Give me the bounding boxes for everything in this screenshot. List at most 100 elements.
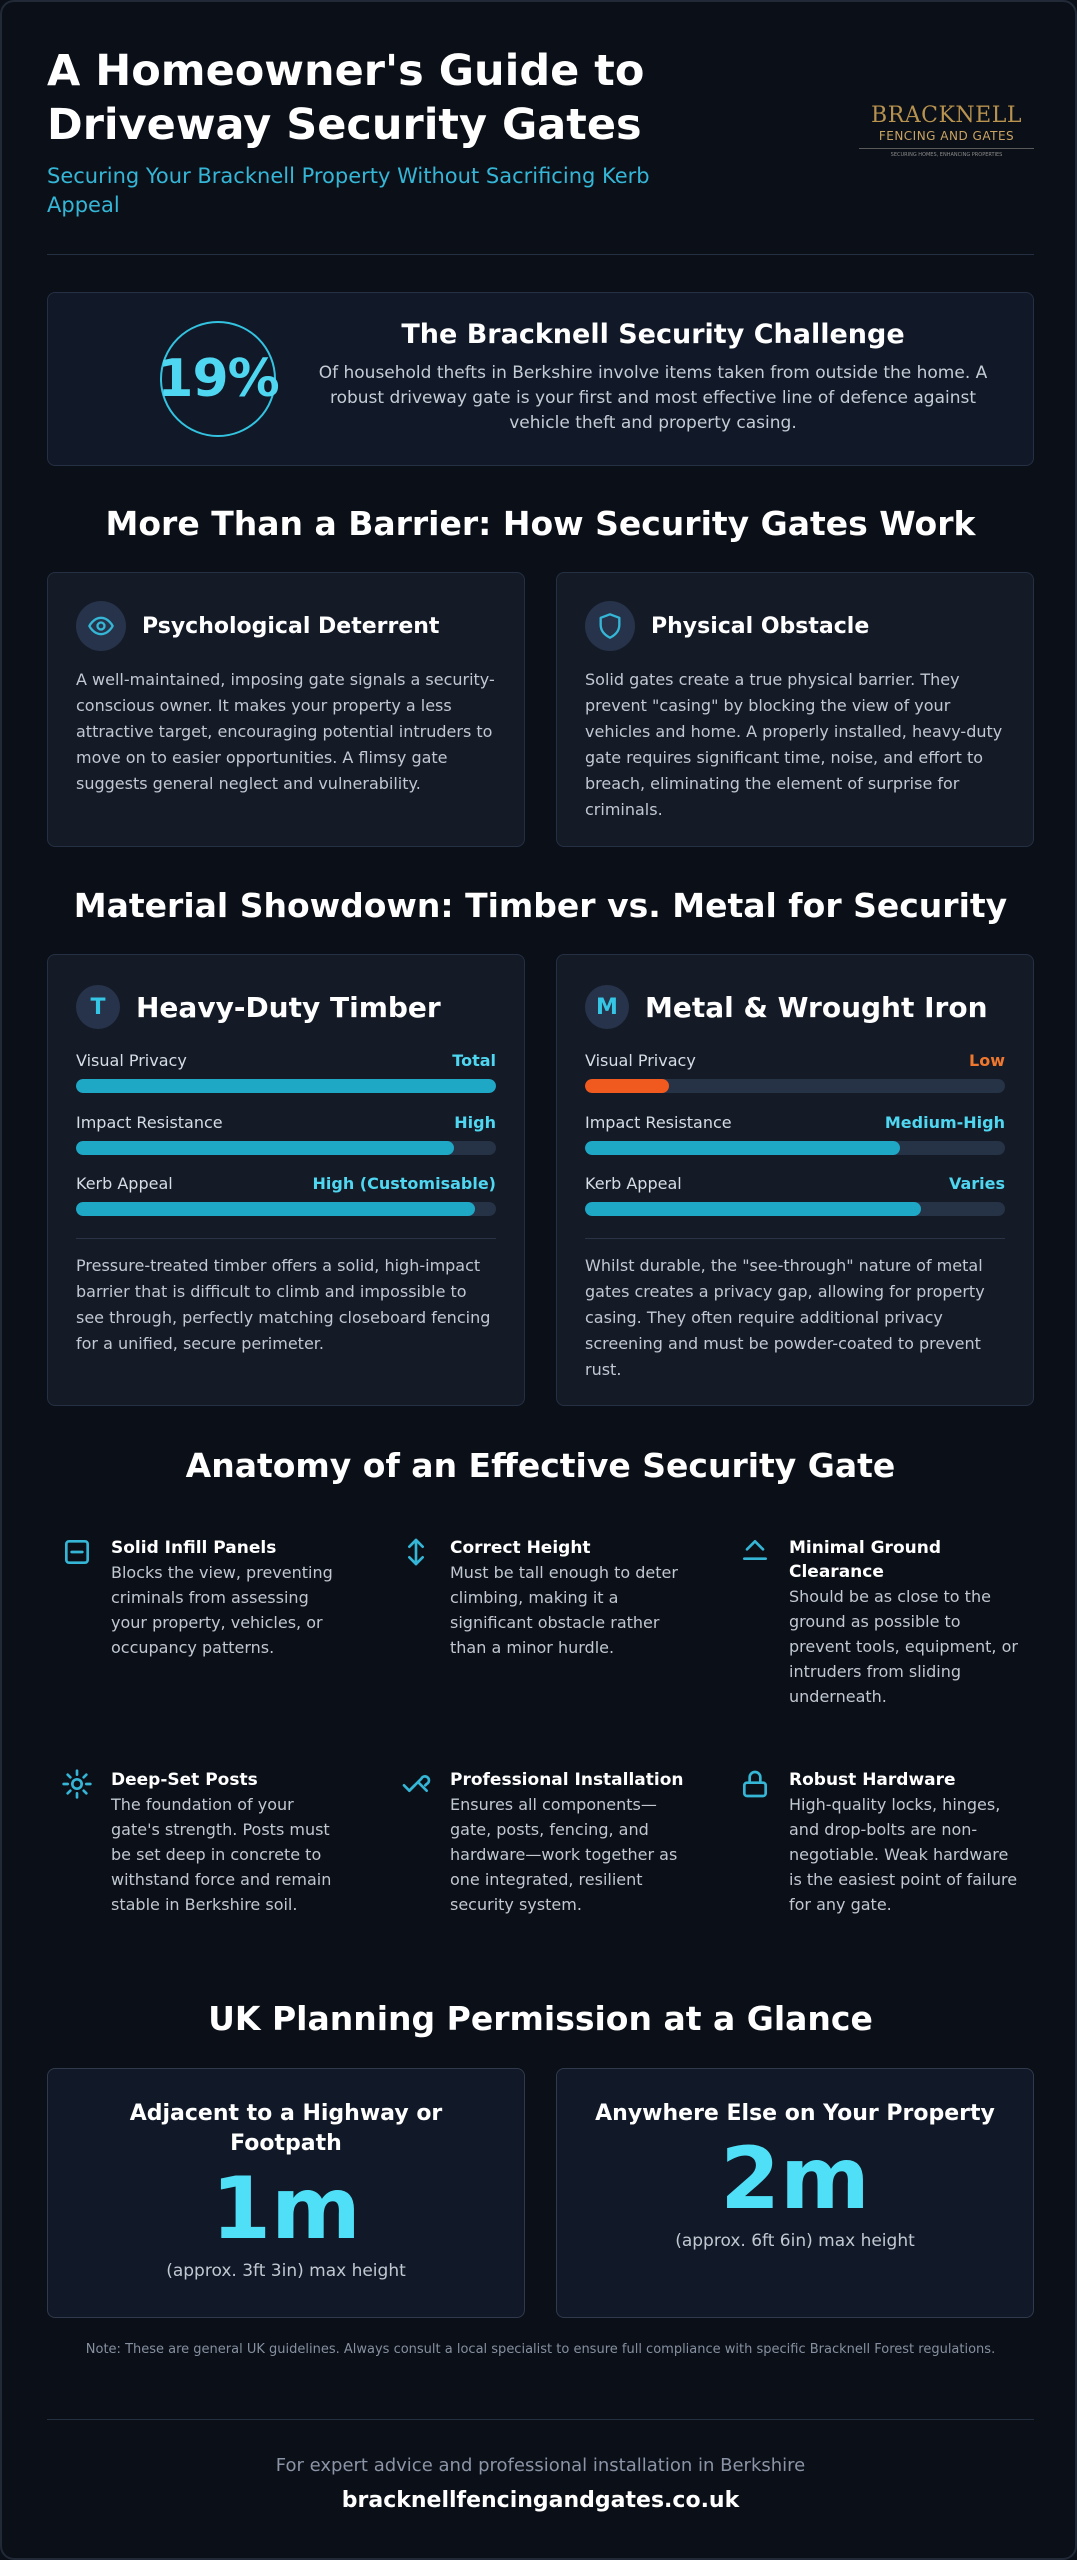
card-metal: M Metal & Wrought Iron Visual Privacy Low… [556, 954, 1034, 1406]
card-timber: T Heavy-Duty Timber Visual Privacy Total … [47, 954, 525, 1406]
planning-card-title: Adjacent to a Highway or Footpath [129, 2101, 443, 2156]
metric-value: High [454, 1113, 496, 1132]
stat-circle: 19% [157, 321, 280, 437]
metric-bar-track [585, 1141, 1005, 1155]
lock-icon [739, 1768, 771, 1800]
feature-body: Should be as close to the ground as poss… [789, 1587, 1018, 1706]
metric-bar-fill [76, 1141, 454, 1155]
planning-card-title: Anywhere Else on Your Property [595, 2101, 995, 2126]
page-title: A Homeowner's Guide to Driveway Security… [47, 46, 645, 150]
card-divider [585, 1238, 1005, 1239]
feature-title: Solid Infill Panels [111, 1538, 277, 1558]
metric-label: Impact Resistance [76, 1113, 223, 1132]
metric-bar-fill [585, 1079, 669, 1093]
shield-icon [585, 601, 635, 651]
metric-visual-privacy: Visual Privacy Total [76, 1051, 496, 1093]
material-body: Pressure-treated timber offers a solid, … [76, 1256, 491, 1353]
planning-height-note: (approx. 3ft 3in) max height [166, 2261, 406, 2281]
metric-bar-track [76, 1202, 496, 1216]
header-divider [47, 254, 1034, 255]
sun-post-icon [61, 1768, 93, 1800]
metric-label: Kerb Appeal [585, 1174, 682, 1193]
brand-logo: BRACKNELL FENCING AND GATES SECURING HOM… [859, 104, 1034, 159]
metric-value: Varies [948, 1174, 1005, 1193]
metric-label: Kerb Appeal [76, 1174, 173, 1193]
feature-title: Correct Height [450, 1538, 591, 1558]
feature-minimal-ground-clearance: Minimal Ground Clearance Should be as cl… [725, 1536, 1025, 1709]
metric-bar-fill [76, 1202, 475, 1216]
feature-body: High-quality locks, hinges, and drop-bol… [789, 1795, 1018, 1914]
timber-letter-badge: T [76, 985, 120, 1029]
eye-icon [76, 601, 126, 651]
metric-bar-fill [585, 1141, 900, 1155]
logo-tagline: SECURING HOMES, ENHANCING PROPERTIES [859, 148, 1034, 159]
footer-lead: For expert advice and professional insta… [275, 2455, 806, 2476]
card-title: Psychological Deterrent [142, 613, 440, 639]
feature-title: Minimal Ground Clearance [789, 1538, 941, 1582]
card-head: T Heavy-Duty Timber [76, 985, 441, 1029]
material-title: Heavy-Duty Timber [136, 990, 441, 1024]
metric-kerb-appeal: Kerb Appeal High (Customisable) [76, 1174, 496, 1216]
metric-bar-track [76, 1141, 496, 1155]
card-head: M Metal & Wrought Iron [585, 985, 988, 1029]
planning-height-value: 1m [211, 2159, 361, 2259]
metric-value: High (Customisable) [312, 1174, 496, 1193]
metric-bar-track [585, 1202, 1005, 1216]
metric-value: Medium-High [884, 1113, 1005, 1132]
challenge-text: The Bracknell Security Challenge Of hous… [313, 317, 993, 436]
metric-impact-resistance: Impact Resistance Medium-High [585, 1113, 1005, 1155]
feature-body: Must be tall enough to deter climbing, m… [450, 1563, 678, 1657]
feature-body: Ensures all components—gate, posts, fenc… [450, 1795, 678, 1914]
material-body: Whilst durable, the "see-through" nature… [585, 1256, 985, 1379]
feature-body: The foundation of your gate's strength. … [111, 1795, 332, 1914]
metric-kerb-appeal: Kerb Appeal Varies [585, 1174, 1005, 1216]
metric-label: Visual Privacy [585, 1051, 696, 1070]
footer-divider [47, 2419, 1034, 2420]
height-arrows-icon [400, 1536, 432, 1568]
header: A Homeowner's Guide to Driveway Security… [47, 44, 1034, 254]
planning-card-elsewhere: Anywhere Else on Your Property 2m (appro… [556, 2068, 1034, 2318]
feature-correct-height: Correct Height Must be tall enough to de… [386, 1536, 686, 1660]
section-title-materials: Material Showdown: Timber vs. Metal for … [73, 886, 1008, 925]
logo-sub-text: FENCING AND GATES [878, 129, 1015, 143]
card-divider [76, 1238, 496, 1239]
challenge-panel: 19% The Bracknell Security Challenge Of … [47, 292, 1034, 466]
card-head: Physical Obstacle [585, 601, 869, 651]
metric-value: Total [452, 1051, 496, 1070]
feature-deep-set-posts: Deep-Set Posts The foundation of your ga… [47, 1768, 347, 1917]
metric-label: Impact Resistance [585, 1113, 732, 1132]
feature-body: Blocks the view, preventing criminals fr… [111, 1563, 333, 1657]
feature-title: Deep-Set Posts [111, 1770, 258, 1790]
challenge-title: The Bracknell Security Challenge [401, 319, 905, 350]
page-subtitle: Securing Your Bracknell Property Without… [47, 164, 650, 217]
planning-height-note: (approx. 6ft 6in) max height [675, 2231, 915, 2251]
section-title-how: More Than a Barrier: How Security Gates … [105, 504, 976, 543]
metric-value: Low [969, 1051, 1005, 1070]
feature-solid-infill-panels: Solid Infill Panels Blocks the view, pre… [47, 1536, 347, 1660]
metric-bar-track [76, 1079, 496, 1093]
metric-bar-fill [585, 1202, 921, 1216]
planning-height-value: 2m [720, 2129, 870, 2229]
section-title-planning: UK Planning Permission at a Glance [208, 1999, 873, 2038]
footer-website-link[interactable]: bracknellfencingandgates.co.uk [341, 2488, 740, 2513]
feature-professional-installation: Professional Installation Ensures all co… [386, 1768, 686, 1917]
planning-card-highway: Adjacent to a Highway or Footpath 1m (ap… [47, 2068, 525, 2318]
stat-value: 19% [157, 349, 279, 409]
section-title-anatomy: Anatomy of an Effective Security Gate [185, 1446, 896, 1485]
metric-bar-track [585, 1079, 1005, 1093]
card-body: Solid gates create a true physical barri… [585, 670, 1003, 819]
card-title: Physical Obstacle [651, 613, 870, 639]
metric-visual-privacy: Visual Privacy Low [585, 1051, 1005, 1093]
feature-title: Robust Hardware [789, 1770, 956, 1790]
metric-bar-fill [76, 1079, 496, 1093]
feature-title: Professional Installation [450, 1770, 684, 1790]
card-head: Psychological Deterrent [76, 601, 439, 651]
feature-robust-hardware: Robust Hardware High-quality locks, hing… [725, 1768, 1025, 1917]
material-title: Metal & Wrought Iron [645, 990, 988, 1024]
panel-icon [61, 1536, 93, 1568]
tools-icon [400, 1768, 432, 1800]
card-psychological-deterrent: Psychological Deterrent A well-maintaine… [47, 572, 525, 847]
card-physical-obstacle: Physical Obstacle Solid gates create a t… [556, 572, 1034, 847]
planning-disclaimer: Note: These are general UK guidelines. A… [85, 2342, 996, 2357]
